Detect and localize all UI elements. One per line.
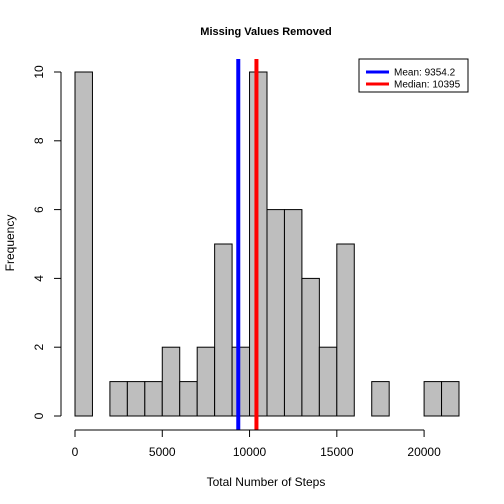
- legend-label-mean: Mean: 9354.2: [394, 68, 456, 79]
- x-tick-label: 15000: [320, 445, 354, 459]
- histogram-bar-0: [74, 71, 93, 417]
- histogram-bar-3: [126, 381, 146, 417]
- histogram-bar-20: [423, 381, 443, 417]
- histogram-bar-9: [231, 346, 251, 417]
- x-axis-label: Total Number of Steps: [207, 475, 326, 489]
- histogram-bar-14: [318, 346, 338, 417]
- legend-box: [358, 58, 469, 93]
- chart-title: Missing Values Removed: [200, 26, 331, 38]
- y-tick-label: 2: [32, 344, 46, 351]
- x-tick-label: 20000: [407, 445, 441, 459]
- x-tick-label: 10000: [233, 445, 267, 459]
- histogram-bar-21: [441, 381, 460, 417]
- y-axis: 0 2 4 6 8 10: [32, 65, 62, 419]
- histogram-bar-15: [336, 243, 355, 417]
- legend-label-median: Median: 10395: [394, 80, 461, 91]
- histogram-bar-2: [109, 381, 128, 417]
- y-axis-label: Frequency: [3, 215, 17, 272]
- x-tick-label: 0: [72, 445, 79, 459]
- y-tick-label: 8: [32, 137, 46, 144]
- histogram-bar-6: [179, 381, 198, 417]
- y-tick-label: 10: [32, 65, 46, 79]
- histogram-bar-17: [371, 381, 390, 417]
- y-tick-label: 0: [32, 412, 46, 419]
- x-axis: 0 5000 10000 15000 20000: [72, 429, 441, 459]
- histogram-bar-7: [196, 346, 216, 417]
- reference-lines-group: [236, 59, 259, 430]
- x-tick-label: 5000: [149, 445, 176, 459]
- histogram-bar-11: [266, 209, 285, 417]
- histogram-bar-5: [161, 346, 181, 417]
- histogram-bar-4: [144, 381, 163, 417]
- y-tick-label: 6: [32, 206, 46, 213]
- histogram-bar-8: [214, 243, 233, 417]
- histogram-bar-13: [301, 277, 320, 417]
- histogram-bar-12: [283, 209, 303, 417]
- y-tick-label: 4: [32, 275, 46, 282]
